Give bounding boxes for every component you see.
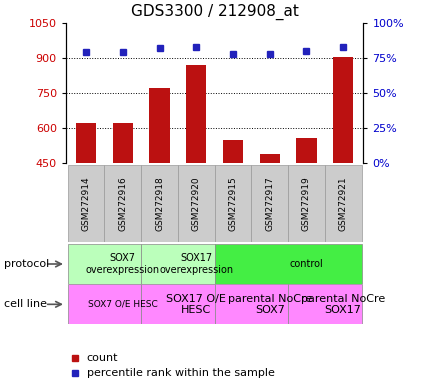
Text: cell line: cell line [4, 299, 47, 310]
Text: parental NoCre
SOX17: parental NoCre SOX17 [301, 293, 385, 315]
Bar [296, 137, 317, 163]
Text: GSM272917: GSM272917 [265, 176, 274, 231]
Bar [141, 244, 215, 284]
Bar [251, 165, 288, 242]
Text: SOX17 O/E
HESC: SOX17 O/E HESC [166, 293, 226, 315]
Text: protocol: protocol [4, 259, 49, 269]
Text: GSM272919: GSM272919 [302, 176, 311, 231]
Text: SOX17
overexpression: SOX17 overexpression [159, 253, 233, 275]
Bar [215, 244, 362, 284]
Bar [178, 165, 215, 242]
Text: GSM272916: GSM272916 [118, 176, 127, 231]
Text: SOX7 O/E HESC: SOX7 O/E HESC [88, 300, 158, 309]
Bar [113, 123, 133, 163]
Bar [68, 284, 141, 324]
Bar [105, 165, 141, 242]
Bar [141, 165, 178, 242]
Bar [288, 165, 325, 242]
Text: GSM272915: GSM272915 [229, 176, 238, 231]
Bar [68, 165, 105, 242]
Text: SOX7
overexpression: SOX7 overexpression [86, 253, 160, 275]
Text: percentile rank within the sample: percentile rank within the sample [87, 368, 275, 378]
Text: count: count [87, 353, 118, 363]
Bar [215, 165, 251, 242]
Bar [150, 88, 170, 163]
Bar [333, 57, 353, 163]
Title: GDS3300 / 212908_at: GDS3300 / 212908_at [131, 4, 298, 20]
Text: GSM272914: GSM272914 [82, 176, 91, 231]
Text: GSM272918: GSM272918 [155, 176, 164, 231]
Bar [260, 154, 280, 163]
Bar [68, 244, 141, 284]
Bar [186, 65, 207, 163]
Bar [223, 140, 243, 163]
Text: GSM272920: GSM272920 [192, 176, 201, 231]
Text: parental NoCre
SOX7: parental NoCre SOX7 [228, 293, 312, 315]
Bar [76, 124, 96, 163]
Bar [325, 165, 362, 242]
Bar [141, 284, 215, 324]
Bar [288, 284, 362, 324]
Text: GSM272921: GSM272921 [339, 176, 348, 231]
Text: control: control [289, 259, 323, 269]
Bar [215, 284, 288, 324]
